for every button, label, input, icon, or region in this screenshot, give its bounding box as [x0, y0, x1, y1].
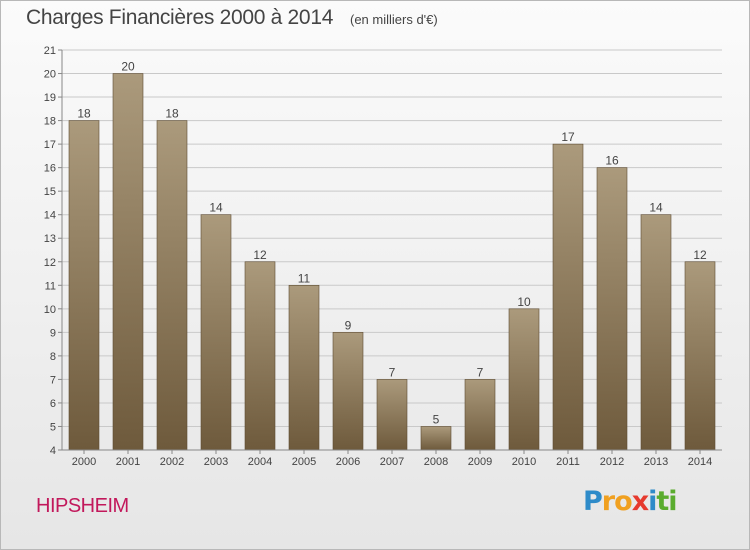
y-tick-label: 17 — [44, 139, 56, 151]
town-name: HIPSHEIM — [36, 495, 129, 517]
proxiti-logo[interactable]: Proxiti — [583, 486, 678, 517]
data-label-2011: 17 — [561, 130, 575, 144]
y-tick-label: 18 — [44, 116, 56, 128]
x-tick-label-2008: 2008 — [424, 456, 448, 468]
bars — [68, 73, 716, 451]
x-tick-label-2005: 2005 — [292, 456, 316, 468]
bar-2005 — [288, 284, 320, 451]
y-tick-label: 8 — [50, 351, 56, 363]
x-axis: 2000 2001 2002 2003 2004 2005 2006 2007 2008 2009… — [62, 449, 722, 468]
x-tick-label-2009: 2009 — [468, 456, 492, 468]
logo-letter: o — [614, 486, 633, 517]
y-tick-label: 21 — [44, 45, 56, 57]
x-tick-label-2014: 2014 — [688, 456, 712, 468]
data-label-2002: 18 — [165, 107, 179, 121]
x-tick-label-2007: 2007 — [380, 456, 404, 468]
logo-letter: t — [656, 486, 669, 517]
y-tick-label: 14 — [44, 210, 56, 222]
chart-subtitle: (en milliers d'€) — [350, 12, 438, 27]
data-label-2008: 5 — [433, 412, 440, 426]
x-tick-label-2013: 2013 — [644, 456, 668, 468]
data-label-2001: 20 — [121, 60, 135, 74]
data-label-2012: 16 — [605, 154, 619, 168]
data-label-2005: 11 — [298, 271, 311, 285]
bar-2007 — [376, 379, 408, 451]
data-label-2007: 7 — [389, 365, 396, 379]
bar-2010 — [508, 308, 540, 451]
bar-2014 — [684, 261, 716, 451]
bar-2006 — [332, 332, 364, 451]
y-tick-label: 4 — [50, 445, 56, 457]
y-tick-label: 5 — [50, 421, 56, 433]
logo-letter: i — [648, 486, 657, 517]
data-label-2010: 10 — [517, 295, 531, 309]
bar-2011 — [552, 143, 584, 451]
y-tick-label: 9 — [50, 327, 56, 339]
y-tick-label: 19 — [44, 92, 56, 104]
x-tick-label-2004: 2004 — [248, 456, 272, 468]
data-label-2004: 12 — [253, 248, 267, 262]
y-tick-label: 11 — [45, 280, 56, 292]
bar-2003 — [200, 214, 232, 451]
x-tick-label-2006: 2006 — [336, 456, 360, 468]
x-tick-label-2002: 2002 — [160, 456, 184, 468]
data-label-2009: 7 — [477, 365, 484, 379]
data-label-2006: 9 — [345, 318, 352, 332]
bar-2001 — [112, 73, 144, 451]
y-tick-label: 12 — [44, 257, 56, 269]
y-tick-label: 13 — [44, 233, 56, 245]
logo-letter: x — [631, 486, 649, 517]
data-labels: 18 20 18 14 12 11 9 7 5 7 10 17 16 14 12 — [77, 60, 707, 427]
bar-2012 — [596, 167, 628, 451]
bar-2008 — [420, 426, 452, 451]
y-tick-label: 6 — [50, 398, 56, 410]
x-tick-label-2011: 2011 — [556, 456, 580, 468]
data-label-2003: 14 — [209, 201, 223, 215]
data-label-2014: 12 — [693, 248, 707, 262]
logo-letter: P — [583, 486, 603, 517]
bar-2002 — [156, 120, 188, 451]
logo-letter: r — [601, 486, 615, 517]
bar-2004 — [244, 261, 276, 451]
x-tick-label-2001: 2001 — [116, 456, 140, 468]
bar-2013 — [640, 214, 672, 451]
bar-2009 — [464, 379, 496, 451]
x-tick-label-2000: 2000 — [72, 456, 96, 468]
chart-title: Charges Financières 2000 à 2014 — [26, 6, 334, 29]
y-axis: 4 5 6 7 8 9 10 11 12 13 14 15 16 17 18 19 20 21 — [44, 45, 63, 457]
x-tick-label-2012: 2012 — [600, 456, 624, 468]
data-label-2000: 18 — [77, 107, 91, 121]
y-tick-label: 7 — [50, 374, 56, 386]
y-tick-label: 16 — [44, 163, 56, 175]
bar-2000 — [68, 120, 100, 451]
y-tick-label: 20 — [44, 69, 56, 81]
logo-letter: i — [668, 486, 677, 517]
y-tick-label: 10 — [44, 304, 56, 316]
y-tick-label: 15 — [44, 186, 56, 198]
data-label-2013: 14 — [649, 201, 663, 215]
x-tick-label-2010: 2010 — [512, 456, 536, 468]
x-tick-label-2003: 2003 — [204, 456, 228, 468]
